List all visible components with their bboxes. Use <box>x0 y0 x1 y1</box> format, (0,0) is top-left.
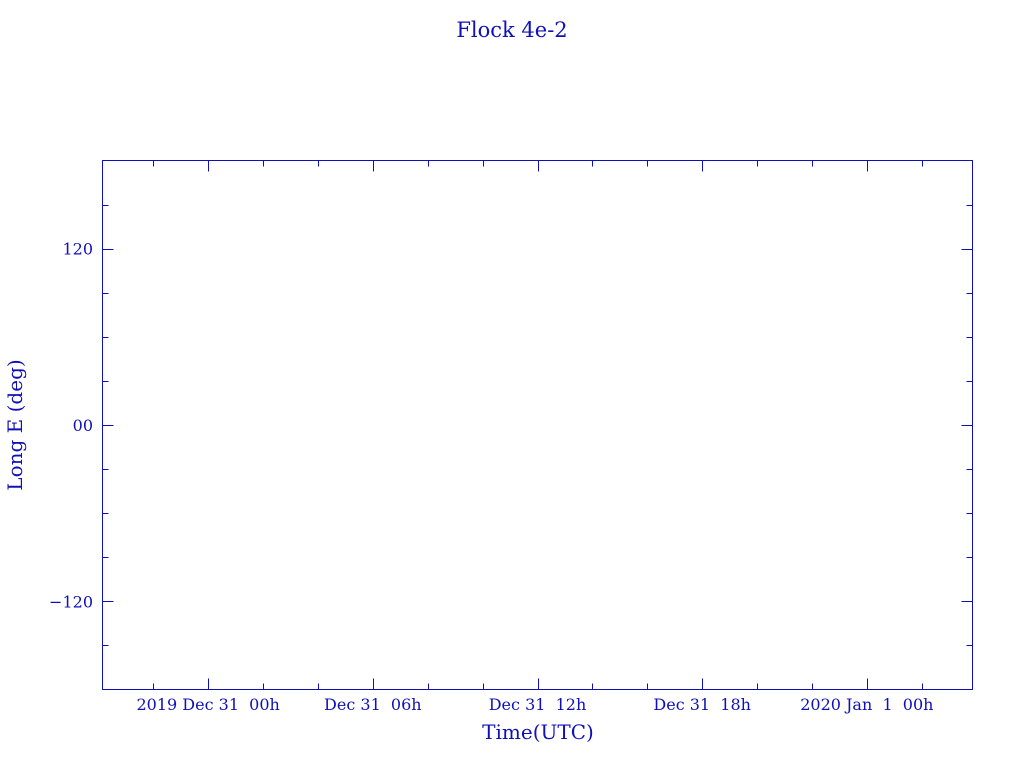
y-tick-label: 120 <box>62 240 93 259</box>
plot-frame <box>102 160 973 690</box>
x-tick-label: Dec 31 18h <box>653 695 751 714</box>
x-axis-label: Time(UTC) <box>482 720 594 744</box>
x-tick-label: 2019 Dec 31 00h <box>136 695 279 714</box>
y-axis-label: Long E (deg) <box>3 359 27 490</box>
y-tick-label: −120 <box>49 592 93 611</box>
y-axis: 120 00 −120 <box>49 205 973 646</box>
y-tick-label: 00 <box>73 416 93 435</box>
x-tick-label: Dec 31 12h <box>489 695 587 714</box>
x-tick-label: 2020 Jan 1 00h <box>800 695 933 714</box>
x-tick-label: Dec 31 06h <box>324 695 422 714</box>
chart-title: Flock 4e-2 <box>456 18 567 42</box>
x-axis: 2019 Dec 31 00h Dec 31 06h Dec 31 12h Dec 3… <box>136 160 933 714</box>
